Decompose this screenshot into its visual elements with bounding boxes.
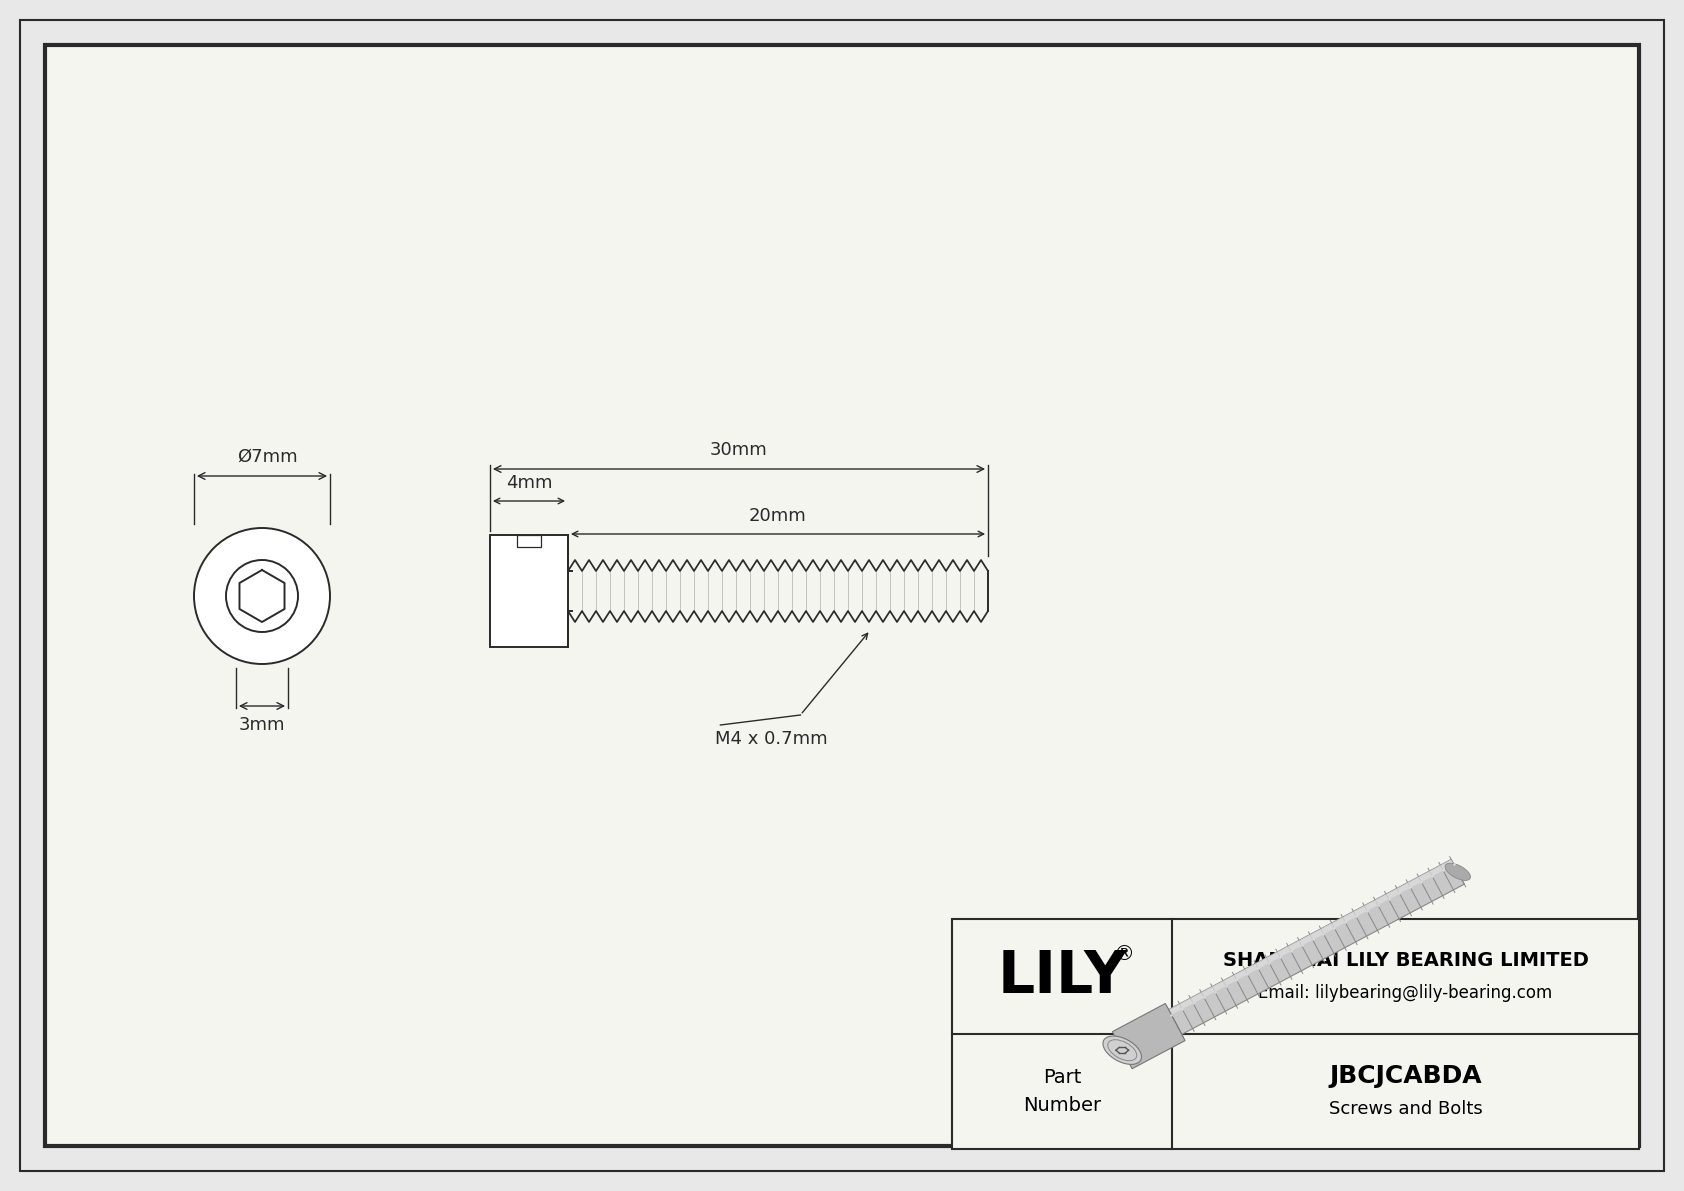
Circle shape — [194, 528, 330, 665]
Text: SHANGHAI LILY BEARING LIMITED: SHANGHAI LILY BEARING LIMITED — [1223, 950, 1588, 969]
Bar — [490, 535, 568, 647]
Text: M4 x 0.7mm: M4 x 0.7mm — [716, 730, 829, 748]
Text: 3mm: 3mm — [239, 716, 285, 734]
Text: 4mm: 4mm — [505, 474, 552, 492]
Ellipse shape — [1445, 863, 1470, 880]
Bar — [951, 919, 1639, 1149]
Text: Email: lilybearing@lily-bearing.com: Email: lilybearing@lily-bearing.com — [1258, 984, 1553, 1002]
Polygon shape — [1169, 860, 1465, 1035]
Polygon shape — [1113, 1004, 1186, 1068]
Text: 20mm: 20mm — [749, 507, 807, 525]
Text: Ø7mm: Ø7mm — [237, 448, 298, 466]
Text: 30mm: 30mm — [711, 441, 768, 459]
Ellipse shape — [1103, 1036, 1142, 1065]
Text: Screws and Bolts: Screws and Bolts — [1329, 1100, 1482, 1118]
Text: ®: ® — [1113, 944, 1135, 965]
Text: LILY: LILY — [997, 948, 1127, 1005]
Bar — [517, 535, 541, 547]
Text: Part
Number: Part Number — [1022, 1068, 1101, 1115]
Circle shape — [226, 560, 298, 632]
Text: JBCJCABDA: JBCJCABDA — [1329, 1065, 1482, 1089]
Polygon shape — [1169, 860, 1453, 1015]
